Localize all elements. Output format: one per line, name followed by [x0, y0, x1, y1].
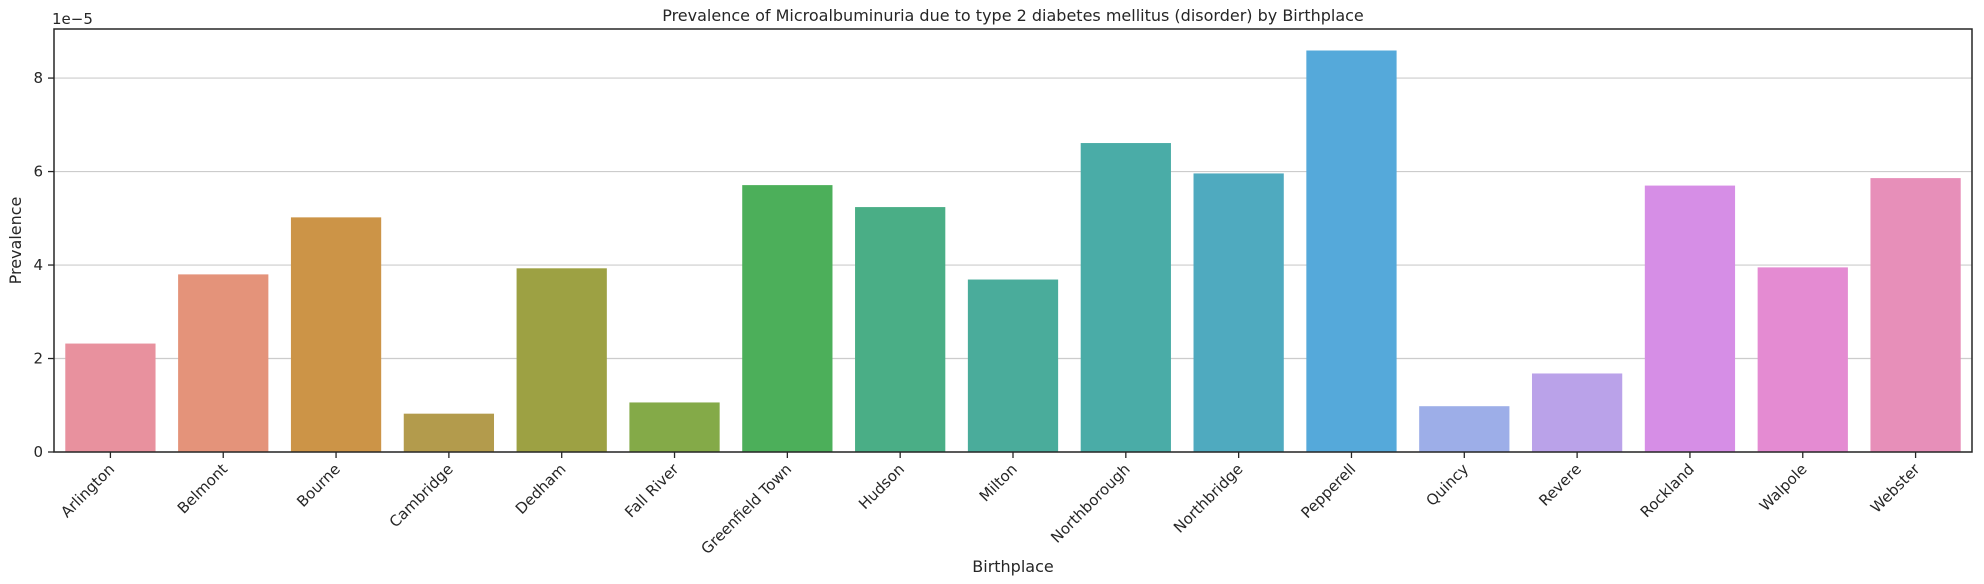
x-tick-label: Pepperell [1297, 460, 1359, 522]
x-tick-label: Walpole [1756, 460, 1811, 515]
bars [65, 50, 1961, 453]
bar-dedham [516, 268, 607, 452]
x-tick-label: Bourne [293, 460, 344, 511]
x-tick-label: Quincy [1423, 460, 1473, 510]
y-tick-label: 2 [33, 350, 43, 368]
x-tick-label: Belmont [174, 460, 231, 517]
x-tick-label: Milton [976, 460, 1021, 505]
x-tick-label: Revere [1535, 460, 1585, 510]
bar-webster [1870, 178, 1961, 452]
chart-title: Prevalence of Microalbuminuria due to ty… [662, 6, 1364, 25]
y-tick-label: 0 [33, 443, 43, 461]
bar-hudson [855, 207, 946, 452]
x-tick-label: Webster [1867, 460, 1924, 517]
bar-rockland [1644, 185, 1736, 452]
bar-milton [967, 279, 1059, 452]
bar-pepperell [1306, 50, 1397, 453]
x-tick-label: Hudson [855, 460, 908, 513]
x-tick-label: Cambridge [386, 460, 457, 531]
y-axis: 0 2 4 6 8 [33, 69, 54, 461]
bar-cambridge [403, 413, 495, 452]
y-scale-label: 1e−5 [52, 10, 93, 28]
x-tick-label: Arlington [57, 460, 118, 521]
bar-arlington [65, 343, 156, 452]
bar-quincy [1419, 406, 1510, 452]
y-tick-label: 8 [33, 69, 43, 87]
bar-northborough [1080, 143, 1171, 453]
x-tick-label: Dedham [512, 460, 570, 518]
x-tick-label: Rockland [1637, 460, 1698, 521]
x-axis-title: Birthplace [972, 557, 1053, 576]
y-axis-title: Prevalence [6, 197, 25, 285]
bar-walpole [1757, 267, 1848, 452]
bar-greenfield-town [742, 185, 833, 452]
x-tick-label: Fall River [621, 460, 683, 522]
x-tick-label: Northbridge [1170, 460, 1246, 536]
bar-revere [1531, 373, 1623, 452]
bar-bourne [290, 217, 382, 452]
bar-fall-river [629, 402, 720, 452]
x-tick-label: Greenfield Town [698, 460, 796, 558]
bar-belmont [178, 274, 269, 452]
x-tick-label: Northborough [1047, 460, 1133, 546]
x-axis: Arlington Belmont Bourne Cambridge Dedham Fal… [57, 452, 1924, 558]
y-tick-label: 4 [33, 256, 43, 274]
bar-northbridge [1193, 173, 1284, 453]
y-tick-label: 6 [33, 163, 43, 181]
